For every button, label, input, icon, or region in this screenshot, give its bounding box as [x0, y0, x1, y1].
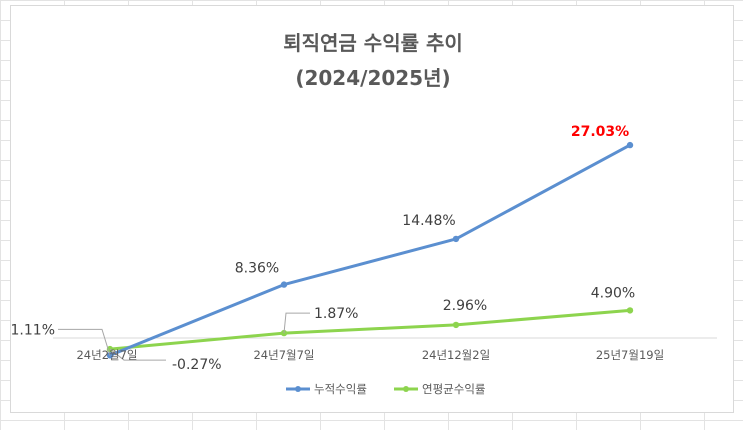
data-label-2-3: 2.96% — [443, 298, 487, 314]
leader-line-2-2 — [283, 312, 310, 334]
x-tick-label-2: 24년7월7일 — [253, 348, 314, 362]
series-line-2 — [108, 308, 632, 351]
x-tick-label-1: 24년2월7일 — [76, 348, 137, 362]
series-layer — [106, 141, 634, 359]
data-label-1-1: -1.11% — [11, 322, 55, 338]
label-layer: -1.11% 8.36% 14.48% 27.03% -0.27% 1.87% 2.96% 4… — [5, 124, 635, 373]
series-1-point-3 — [452, 235, 460, 243]
data-label-1-4: 27.03% — [571, 124, 629, 140]
series-line-1 — [108, 143, 632, 357]
data-label-1-2: 8.36% — [235, 261, 279, 277]
data-label-2-1: -0.27% — [172, 357, 222, 373]
series-2-point-2 — [280, 329, 288, 337]
series-1-point-2 — [280, 281, 288, 288]
chart-subtitle: (2024/2025년) — [295, 66, 450, 90]
chart-title: 퇴직연금 수익률 추이 — [283, 31, 463, 55]
line-chart: 퇴직연금 수익률 추이 (2024/2025년) -1.11% 8.36% 14.4… — [5, 31, 717, 396]
x-tick-label-4: 25년7월19일 — [596, 348, 664, 362]
legend-label: 연평균수익률 — [422, 382, 485, 396]
legend-label: 누적수익률 — [314, 382, 367, 396]
tick-layer: 24년2월7일 24년7월7일 24년12월2일 25년7월19일 — [76, 348, 664, 362]
series-2-point-3 — [452, 321, 460, 329]
data-label-2-4: 4.90% — [591, 285, 635, 301]
data-label-1-3: 14.48% — [402, 213, 455, 229]
legend-item-1[interactable]: 누적수익률 — [286, 382, 367, 396]
data-label-2-2: 1.87% — [314, 306, 358, 322]
x-tick-label-3: 24년12월2일 — [422, 348, 490, 362]
legend[interactable]: 누적수익률 연평균수익률 — [286, 382, 485, 396]
chart-area[interactable]: 퇴직연금 수익률 추이 (2024/2025년) -1.11% 8.36% 14.4… — [5, 5, 734, 413]
legend-swatch-marker — [295, 386, 301, 392]
legend-item-2[interactable]: 연평균수익률 — [394, 382, 485, 396]
legend-swatch-marker — [403, 386, 409, 392]
series-2-point-4 — [626, 307, 634, 314]
leader-line-2-1 — [109, 348, 166, 361]
series-1-point-4 — [626, 141, 634, 149]
leader-line-1-1 — [58, 328, 111, 356]
